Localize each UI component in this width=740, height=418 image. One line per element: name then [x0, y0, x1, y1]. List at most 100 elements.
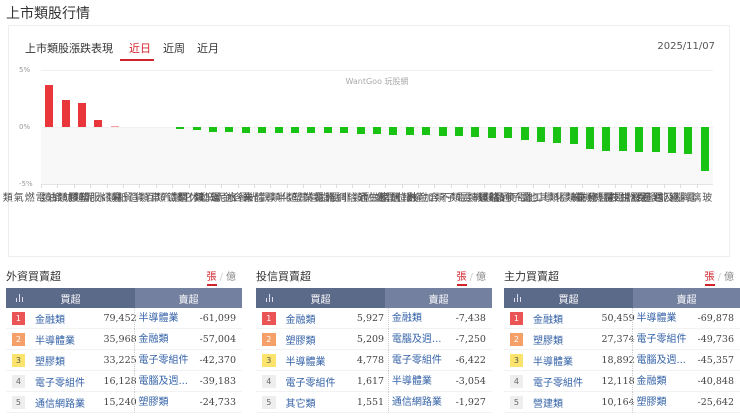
buy-sector-link[interactable]: 通信網路業: [34, 398, 85, 410]
buy-value: 1,617: [356, 375, 385, 387]
chart-bar[interactable]: 0.6: [94, 120, 103, 127]
chart-bar[interactable]: -0.9: [471, 127, 480, 138]
chart-bar[interactable]: -0.8: [454, 127, 463, 137]
chart-bar[interactable]: -0.5: [323, 127, 332, 133]
chart-bar[interactable]: -2.2: [651, 127, 660, 153]
chart-bar[interactable]: 3.7: [45, 84, 54, 127]
unit-100m-button[interactable]: 億: [226, 272, 236, 283]
buy-sector-link[interactable]: 電子零組件: [285, 377, 336, 389]
chart-bar[interactable]: 2.4: [61, 99, 70, 127]
sell-sector-link[interactable]: 電腦及週...: [134, 370, 199, 392]
chart-bar[interactable]: -2.2: [635, 127, 644, 153]
sell-value: -24,733: [199, 396, 236, 408]
chart-bar[interactable]: -0.7: [389, 127, 398, 135]
x-tick: [254, 184, 256, 188]
sell-sector-link[interactable]: 塑膠類: [632, 391, 697, 413]
x-axis-label: 塑膠類: [54, 192, 88, 202]
chart-bar[interactable]: -0.5: [340, 127, 349, 133]
sell-sector-link[interactable]: 電子零組件: [134, 349, 199, 371]
chart-bar[interactable]: -0.5: [258, 127, 267, 133]
sell-value: -42,370: [199, 354, 236, 366]
sell-sector-link[interactable]: 塑膠類: [134, 391, 199, 413]
chart-bar[interactable]: -1.3: [536, 127, 545, 142]
buy-sector-link[interactable]: 其它類: [285, 398, 316, 410]
buy-sector-link[interactable]: 電子零組件: [34, 377, 85, 389]
chart-bar[interactable]: -1: [504, 127, 513, 139]
tab-week[interactable]: 近周: [163, 42, 185, 55]
buy-sector-link[interactable]: 金融類: [285, 314, 316, 326]
x-tick: [303, 184, 305, 188]
buy-sector-link[interactable]: 半導體業: [34, 335, 75, 347]
chart-bar[interactable]: -0.5: [274, 127, 283, 133]
unit-lots-button[interactable]: 張: [456, 272, 467, 286]
chart-title: 上市類股漲跌表現: [25, 42, 113, 55]
buy-sector-link[interactable]: 半導體業: [532, 356, 573, 368]
rank-badge: 4: [262, 374, 276, 388]
unit-lots-button[interactable]: 張: [206, 272, 217, 286]
sell-sector-link[interactable]: 電子零組件: [632, 328, 697, 350]
chart-bar[interactable]: -2.1: [602, 127, 611, 151]
chart-bar[interactable]: -1.5: [569, 127, 578, 145]
tab-day[interactable]: 近日: [129, 42, 151, 55]
chart-bar[interactable]: -0.8: [438, 127, 447, 137]
chart-bar[interactable]: -0.7: [422, 127, 431, 135]
x-axis-label: 油電燃氣類: [0, 192, 56, 202]
chart-bar[interactable]: -0.5: [307, 127, 316, 133]
x-tick: [401, 184, 403, 188]
sell-sector-link[interactable]: 半導體業: [387, 370, 456, 392]
x-tick: [483, 184, 485, 188]
x-tick: [696, 184, 698, 188]
buy-sector-link[interactable]: 半導體業: [285, 356, 326, 368]
sell-sector-link[interactable]: 電腦及週...: [387, 328, 456, 350]
sell-value: -7,438: [455, 312, 486, 324]
sell-sector-link[interactable]: 金融類: [632, 370, 697, 392]
buy-value: 5,209: [356, 333, 385, 345]
buy-sector-link[interactable]: 電子零組件: [532, 377, 583, 389]
chart-bar[interactable]: -1.9: [586, 127, 595, 149]
sell-sector-link[interactable]: 金融類: [134, 328, 199, 350]
tab-month[interactable]: 近月: [197, 42, 219, 55]
chart-bar[interactable]: -0.3: [192, 127, 201, 131]
sell-sector-link[interactable]: 電子零組件: [387, 349, 456, 371]
buy-sector-link[interactable]: 塑膠類: [34, 356, 65, 368]
chart-bar[interactable]: -1: [487, 127, 496, 139]
x-tick: [90, 184, 92, 188]
chart-bar[interactable]: -0.6: [356, 127, 365, 134]
chart-bar[interactable]: -0.4: [209, 127, 218, 132]
x-axis-label: 化學工業: [519, 192, 564, 202]
buy-sector-link[interactable]: 金融類: [532, 314, 563, 326]
x-tick: [221, 184, 223, 188]
sell-sector-link[interactable]: 金融類: [387, 307, 456, 329]
buy-sector-link[interactable]: 營建類: [532, 398, 563, 410]
chart-bar[interactable]: -0.6: [373, 127, 381, 134]
buy-sector-link[interactable]: 塑膠類: [532, 335, 563, 347]
unit-lots-button[interactable]: 張: [704, 272, 715, 286]
sell-sector-link[interactable]: 電腦及週...: [632, 349, 697, 371]
chart-bar[interactable]: -3.9: [700, 127, 709, 172]
x-axis-label: 數位雲端: [371, 192, 416, 202]
rank-badge: 5: [262, 395, 276, 409]
x-tick: [663, 184, 665, 188]
chart-bar[interactable]: -0.1: [176, 127, 185, 129]
chart-bar[interactable]: -0.4: [225, 127, 234, 132]
x-axis-label: 半導體業: [240, 192, 285, 202]
buy-sector-link[interactable]: 塑膠類: [285, 335, 316, 347]
chart-bar[interactable]: -1.1: [520, 127, 529, 140]
chart-bar[interactable]: -1.4: [553, 127, 562, 143]
sell-sector-link[interactable]: 半導體業: [632, 307, 697, 329]
chart-bar[interactable]: 2.1: [77, 103, 86, 127]
chart-bar[interactable]: -2.4: [684, 127, 693, 155]
chart-bar[interactable]: -0.5: [241, 127, 250, 133]
chart-bar[interactable]: 0.1: [110, 125, 119, 127]
buy-sector-link[interactable]: 金融類: [34, 314, 65, 326]
unit-100m-button[interactable]: 億: [476, 272, 486, 283]
sell-sector-link[interactable]: 通信網路業: [387, 391, 456, 413]
chart-bar[interactable]: -0.5: [291, 127, 300, 133]
unit-100m-button[interactable]: 億: [724, 272, 734, 283]
sell-sector-link[interactable]: 半導體業: [134, 307, 199, 329]
x-axis-label: 造紙類: [104, 192, 138, 202]
chart-bar[interactable]: -2.1: [618, 127, 627, 151]
buy-value: 35,968: [103, 333, 137, 345]
chart-bar[interactable]: -0.7: [405, 127, 414, 135]
chart-bar[interactable]: -2.3: [668, 127, 677, 154]
